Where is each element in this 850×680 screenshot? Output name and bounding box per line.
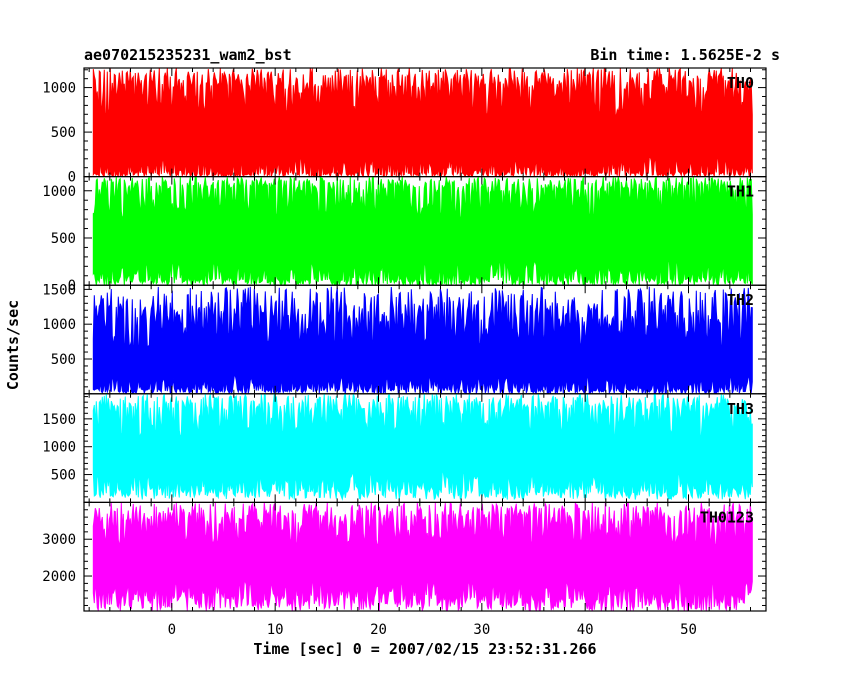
y-tick-label: 3000	[42, 532, 76, 548]
panel-label: TH1	[727, 183, 754, 201]
panel-label: TH3	[727, 400, 754, 418]
series-th1	[92, 176, 753, 286]
panel-frame	[83, 501, 767, 612]
y-tick-label: 1000	[42, 317, 76, 333]
y-tick-label: 500	[51, 231, 76, 247]
y-tick-label: 1000	[42, 184, 76, 200]
panel-th0: 0 500 1000 TH0	[42, 67, 767, 186]
panel-label: TH2	[727, 291, 754, 309]
panel-th3: 500 1000 1500 TH3	[42, 393, 767, 503]
y-tick-label: 2000	[42, 569, 76, 585]
y-axis-label: Counts/sec	[4, 300, 22, 390]
y-tick-label: 500	[51, 125, 76, 141]
series-th2	[92, 286, 753, 394]
y-tick-label: 500	[51, 352, 76, 368]
y-tick-label: 1500	[42, 282, 76, 298]
y-tick-label: 0	[68, 170, 76, 186]
panel-th1: 0 500 1000 TH1	[42, 176, 767, 294]
series-th3	[92, 393, 753, 501]
series-th0	[92, 68, 753, 177]
y-tick-label: 1000	[42, 81, 76, 97]
y-tick-label: 1500	[42, 412, 76, 428]
y-tick-label: 0	[68, 278, 76, 294]
x-tick-label: 20	[370, 622, 387, 638]
panel-th2: 500 1000 1500 TH2	[42, 282, 767, 395]
panel-label: TH0	[727, 74, 754, 92]
x-axis-label: Time [sec] 0 = 2007/02/15 23:52:31.266	[253, 640, 596, 658]
series-th0123	[92, 502, 753, 611]
x-tick-label: 10	[267, 622, 284, 638]
chart-title-left: ae070215235231_wam2_bst	[84, 46, 292, 64]
y-tick-label: 500	[51, 468, 76, 484]
panel-th0123: 2000 3000 TH0123	[42, 501, 767, 612]
chart-title-right: Bin time: 1.5625E-2 s	[590, 46, 780, 64]
x-tick-label: 40	[577, 622, 594, 638]
x-tick-label: 50	[680, 622, 697, 638]
panel-label: TH0123	[700, 508, 754, 526]
y-tick-label: 1000	[42, 440, 76, 456]
x-tick-label: 0	[168, 622, 176, 638]
x-tick-label: 30	[473, 622, 490, 638]
